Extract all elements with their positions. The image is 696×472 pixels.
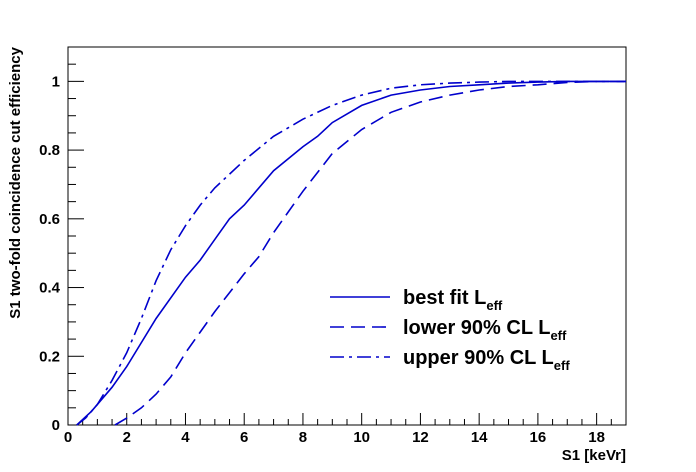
x-tick-label: 16 bbox=[530, 429, 547, 446]
x-axis-tick-labels: 0 2 4 6 8 10 12 14 16 18 bbox=[64, 429, 605, 446]
x-tick-label: 2 bbox=[123, 429, 131, 446]
y-axis-tick-labels: 0 0.2 0.4 0.6 0.8 1 bbox=[39, 73, 61, 434]
legend: best fit Leff lower 90% CL Leff upper 90% … bbox=[330, 287, 570, 373]
y-tick-label: 1 bbox=[52, 73, 60, 90]
x-tick-label: 10 bbox=[353, 429, 370, 446]
x-tick-label: 4 bbox=[181, 429, 190, 446]
x-tick-label: 18 bbox=[588, 429, 605, 446]
x-tick-label: 0 bbox=[64, 429, 72, 446]
x-tick-label: 6 bbox=[240, 429, 248, 446]
x-tick-label: 8 bbox=[299, 429, 307, 446]
y-tick-label: 0.4 bbox=[39, 280, 61, 297]
series-line-0 bbox=[76, 80, 626, 426]
x-axis-ticks bbox=[67, 413, 627, 425]
series-lines bbox=[76, 80, 626, 426]
y-tick-label: 0 bbox=[52, 417, 60, 434]
x-axis-title: S1 [keVr] bbox=[562, 447, 626, 464]
series-line-2 bbox=[76, 80, 626, 426]
y-axis-title: S1 two-fold coincidence cut efficiency bbox=[7, 46, 24, 318]
y-tick-label: 0.8 bbox=[39, 142, 60, 159]
y-tick-label: 0.6 bbox=[39, 211, 60, 228]
legend-label-2: upper 90% CL Leff bbox=[403, 347, 570, 373]
legend-label-0: best fit Leff bbox=[403, 287, 503, 313]
x-tick-label: 12 bbox=[412, 429, 429, 446]
series-line-1 bbox=[114, 80, 626, 426]
y-tick-label: 0.2 bbox=[39, 348, 60, 365]
y-axis-ticks bbox=[68, 46, 84, 426]
legend-label-1: lower 90% CL Leff bbox=[403, 317, 567, 343]
x-tick-label: 14 bbox=[471, 429, 488, 446]
